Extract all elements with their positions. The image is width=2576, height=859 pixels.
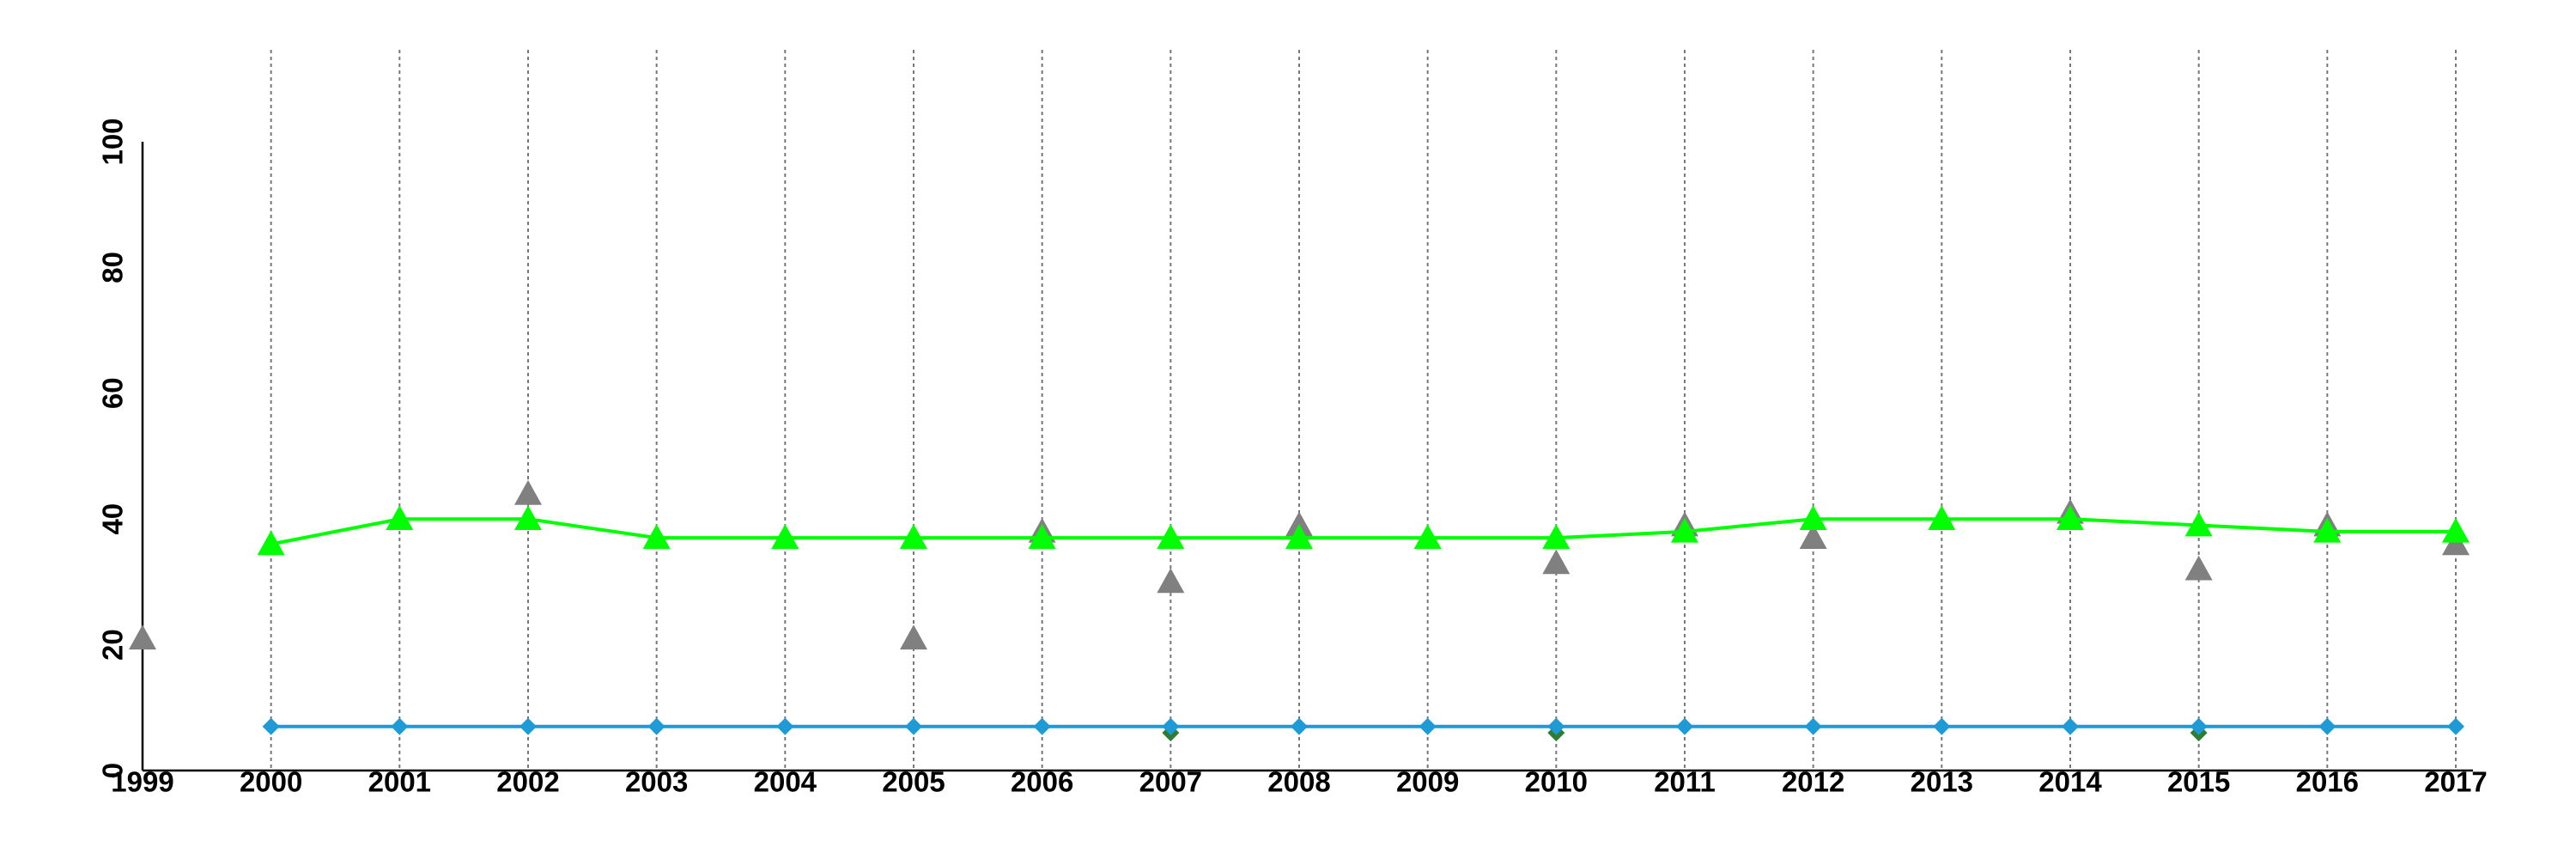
y-tick-label: 100 <box>97 118 129 165</box>
triangle-marker <box>1157 568 1185 594</box>
triangle-marker <box>1799 524 1827 549</box>
triangle-marker <box>386 505 414 530</box>
diamond-marker <box>2062 717 2079 735</box>
diamond-marker <box>647 717 665 735</box>
triangle-marker <box>2057 505 2084 530</box>
triangle-marker <box>2442 530 2470 556</box>
diamond-marker <box>1676 717 1693 735</box>
triangle-marker <box>771 524 799 549</box>
triangle-marker <box>1799 505 1827 530</box>
y-tick-label: 60 <box>97 377 129 409</box>
triangle-marker <box>514 505 542 530</box>
y-tick-label: 80 <box>97 252 129 283</box>
triangle-marker <box>514 479 542 505</box>
triangle-marker <box>1285 524 1313 549</box>
diamond-marker <box>2447 717 2464 735</box>
triangle-marker <box>1928 505 1956 530</box>
diamond-marker <box>905 717 922 735</box>
triangle-marker <box>1285 511 1313 537</box>
triangle-marker <box>642 524 671 549</box>
diamond-marker <box>1804 717 1822 735</box>
triangle-marker <box>1542 549 1571 575</box>
series-line <box>270 517 2456 546</box>
triangle-marker <box>900 524 927 549</box>
y-tick-label: 20 <box>97 629 129 661</box>
triangle-marker <box>1542 524 1571 549</box>
triangle-marker <box>257 530 285 556</box>
diamond-marker <box>2190 717 2208 735</box>
diamond-marker <box>1291 717 1308 735</box>
triangle-marker <box>2442 517 2470 543</box>
triangle-marker <box>1157 524 1185 549</box>
triangle-marker <box>2184 511 2213 537</box>
diamond-marker <box>2318 717 2336 735</box>
triangle-marker <box>2184 555 2213 581</box>
y-tick-label: 40 <box>97 503 129 535</box>
triangle-marker <box>900 624 927 650</box>
triangle-marker <box>1671 517 1698 543</box>
triangle-marker <box>1413 524 1442 549</box>
diamond-marker <box>262 717 280 735</box>
diamond-marker <box>1033 717 1051 735</box>
diamond-marker <box>391 717 409 735</box>
diamond-marker <box>1419 717 1437 735</box>
triangle-marker <box>2313 517 2342 543</box>
y-tick-label: 0 <box>97 763 129 778</box>
diamond-marker <box>1933 717 1951 735</box>
diamond-marker <box>1547 717 1565 735</box>
triangle-marker <box>1028 524 1056 549</box>
triangle-marker <box>129 624 156 650</box>
diamond-marker <box>776 717 794 735</box>
diamond-marker <box>519 717 537 735</box>
diamond-marker <box>1162 717 1180 735</box>
